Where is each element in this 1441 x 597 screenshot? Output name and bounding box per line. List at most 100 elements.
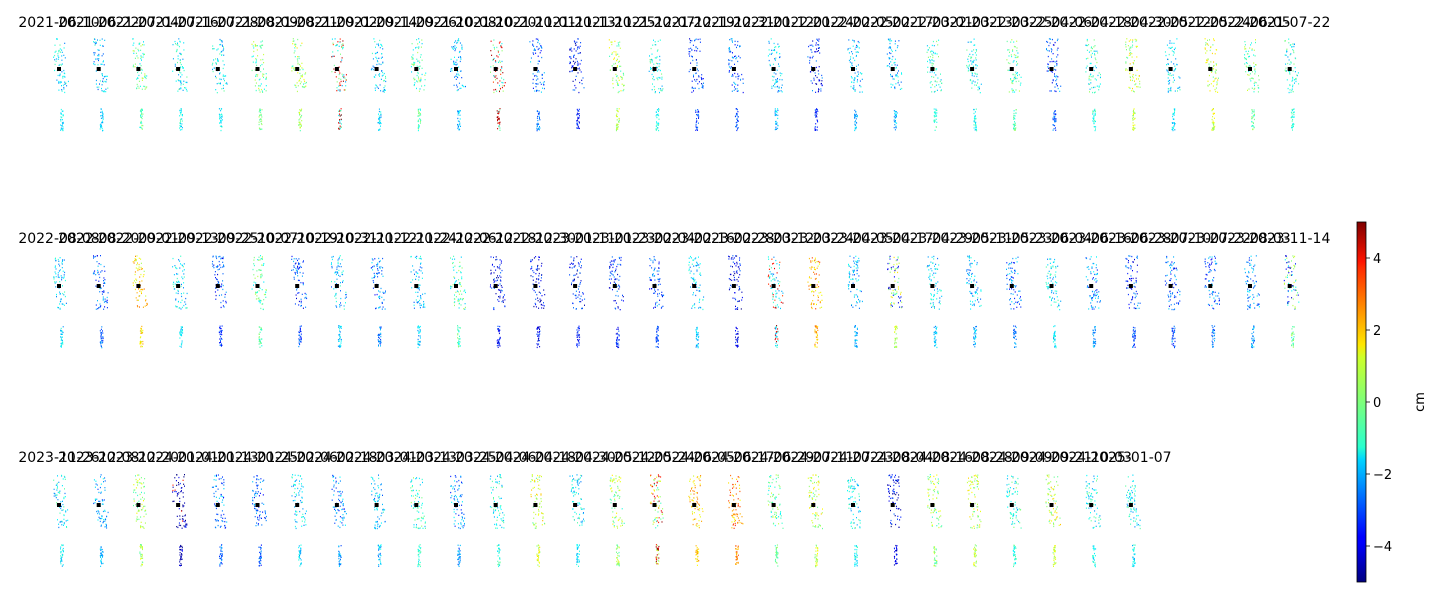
- displacement-pixel: [335, 293, 337, 295]
- displacement-pixel: [815, 112, 817, 114]
- displacement-pixel: [412, 56, 414, 59]
- displacement-pixel: [497, 119, 498, 122]
- displacement-pixel: [698, 335, 700, 338]
- displacement-pixel: [499, 259, 501, 261]
- displacement-pixel: [729, 59, 731, 61]
- displacement-pixel: [731, 90, 733, 92]
- displacement-pixel: [340, 78, 342, 80]
- displacement-pixel: [1054, 119, 1055, 121]
- displacement-pixel: [695, 129, 697, 131]
- displacement-pixel: [63, 54, 65, 56]
- displacement-pixel: [452, 266, 454, 269]
- displacement-pixel: [537, 328, 539, 330]
- displacement-pixel: [577, 336, 579, 338]
- displacement-pixel: [539, 127, 541, 129]
- displacement-pixel: [577, 262, 579, 264]
- displacement-pixel: [1090, 62, 1092, 65]
- displacement-pixel: [650, 278, 652, 281]
- displacement-pixel: [221, 119, 223, 121]
- displacement-pixel: [934, 129, 936, 131]
- displacement-pixel: [574, 89, 576, 91]
- displacement-pixel: [580, 42, 582, 44]
- displacement-pixel: [617, 126, 619, 128]
- displacement-pixel: [141, 127, 143, 129]
- displacement-pixel: [413, 304, 415, 306]
- displacement-pixel: [60, 329, 62, 331]
- displacement-pixel: [382, 257, 384, 260]
- displacement-pixel: [258, 337, 260, 339]
- displacement-pixel: [140, 266, 142, 269]
- displacement-pixel: [896, 122, 898, 124]
- displacement-pixel: [93, 54, 95, 56]
- displacement-pixel: [261, 258, 263, 260]
- displacement-pixel: [1015, 72, 1017, 75]
- displacement-pixel: [1015, 109, 1017, 111]
- displacement-pixel: [1290, 116, 1292, 119]
- displacement-pixel: [584, 304, 585, 306]
- displacement-pixel: [530, 268, 532, 270]
- displacement-pixel: [697, 111, 699, 113]
- displacement-pixel: [419, 284, 421, 286]
- displacement-pixel: [1170, 74, 1172, 77]
- displacement-pixel: [259, 108, 261, 110]
- displacement-pixel: [424, 292, 426, 295]
- displacement-pixel: [538, 339, 539, 341]
- displacement-pixel: [181, 335, 183, 337]
- displacement-pixel: [540, 265, 542, 267]
- displacement-pixel: [578, 344, 580, 346]
- displacement-pixel: [1214, 112, 1215, 115]
- displacement-pixel: [62, 121, 64, 124]
- displacement-pixel: [101, 339, 103, 342]
- displacement-pixel: [417, 295, 419, 297]
- displacement-pixel: [1086, 44, 1087, 47]
- displacement-pixel: [261, 264, 263, 266]
- displacement-pixel: [219, 327, 221, 329]
- displacement-pixel: [894, 121, 896, 124]
- displacement-pixel: [1206, 50, 1208, 52]
- displacement-pixel: [1255, 64, 1257, 66]
- displacement-pixel: [144, 76, 146, 78]
- displacement-pixel: [104, 281, 105, 284]
- displacement-pixel: [144, 305, 146, 307]
- displacement-pixel: [178, 74, 180, 76]
- displacement-pixel: [655, 304, 656, 306]
- displacement-pixel: [1167, 58, 1169, 60]
- displacement-pixel: [263, 53, 265, 56]
- displacement-pixel: [975, 73, 977, 75]
- displacement-pixel: [698, 307, 700, 309]
- displacement-pixel: [61, 279, 63, 281]
- displacement-pixel: [618, 55, 620, 58]
- displacement-pixel: [620, 70, 622, 72]
- displacement-pixel: [303, 83, 304, 85]
- displacement-pixel: [534, 49, 536, 51]
- displacement-pixel: [416, 46, 418, 49]
- displacement-pixel: [140, 126, 142, 128]
- displacement-pixel: [696, 114, 698, 116]
- displacement-pixel: [688, 70, 690, 73]
- displacement-pixel: [536, 75, 538, 78]
- displacement-pixel: [654, 44, 656, 46]
- displacement-pixel: [1213, 125, 1215, 127]
- displacement-pixel: [688, 269, 690, 272]
- displacement-pixel: [64, 291, 66, 293]
- displacement-pixel: [380, 345, 381, 347]
- displacement-pixel: [617, 110, 619, 112]
- displacement-pixel: [416, 257, 417, 260]
- displacement-pixel: [972, 80, 974, 82]
- displacement-pixel: [534, 48, 535, 50]
- displacement-pixel: [698, 117, 699, 119]
- displacement-pixel: [818, 73, 820, 75]
- displacement-pixel: [458, 111, 460, 114]
- displacement-pixel: [215, 277, 216, 279]
- displacement-pixel: [536, 83, 538, 85]
- displacement-pixel: [374, 294, 376, 296]
- displacement-pixel: [893, 78, 895, 80]
- displacement-pixel: [615, 342, 617, 344]
- displacement-pixel: [737, 40, 739, 43]
- displacement-pixel: [1174, 123, 1176, 125]
- displacement-pixel: [338, 326, 340, 328]
- displacement-pixel: [975, 123, 976, 125]
- displacement-pixel: [417, 288, 419, 290]
- displacement-pixel: [1125, 61, 1127, 63]
- displacement-pixel: [372, 280, 374, 282]
